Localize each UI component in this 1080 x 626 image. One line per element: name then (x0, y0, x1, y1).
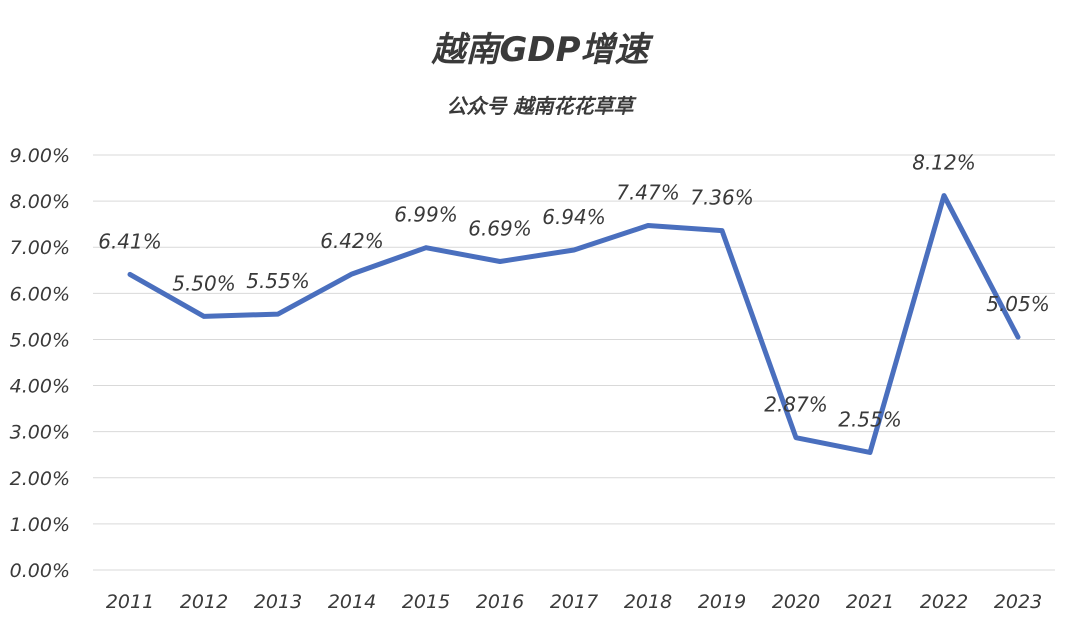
x-tick-label: 2014 (328, 591, 376, 613)
x-tick-label: 2011 (106, 591, 154, 613)
y-tick-label: 9.00% (10, 145, 70, 167)
data-label: 6.94% (542, 205, 606, 229)
y-tick-label: 7.00% (10, 237, 70, 259)
data-label: 2.55% (838, 407, 902, 431)
x-tick-label: 2020 (772, 591, 820, 613)
data-label: 5.55% (246, 269, 310, 293)
gridlines (93, 154, 1055, 571)
data-label: 2.87% (764, 393, 828, 417)
x-tick-label: 2017 (550, 591, 598, 613)
y-tick-label: 0.00% (10, 560, 70, 582)
x-tick-label: 2019 (698, 591, 746, 613)
y-axis-ticks: 0.00% 1.00% 2.00% 3.00% 4.00% 5.00% 6.00% 7.00%… (10, 145, 70, 582)
series-line-group (127, 193, 1021, 455)
x-tick-label: 2016 (476, 591, 524, 613)
x-tick-label: 2013 (254, 591, 302, 613)
data-labels: 6.41% 5.50% 5.55% 6.42% 6.99% 6.69% 6.94% 7.47%… (98, 151, 1050, 432)
x-tick-label: 2018 (624, 591, 672, 613)
data-label: 5.05% (986, 292, 1050, 316)
x-tick-label: 2021 (846, 591, 894, 613)
series-line (127, 193, 1021, 455)
chart-subtitle: 公众号 越南花花草草 (446, 94, 634, 118)
data-label: 6.99% (394, 203, 458, 227)
y-tick-label: 1.00% (10, 514, 70, 536)
chart-title: 越南GDP增速 (431, 30, 649, 70)
y-tick-label: 6.00% (10, 283, 70, 305)
x-tick-label: 2022 (920, 591, 968, 613)
x-tick-label: 2023 (994, 591, 1042, 613)
data-label: 6.42% (320, 229, 384, 253)
data-label: 5.50% (172, 271, 236, 295)
y-tick-label: 3.00% (10, 422, 70, 444)
x-tick-label: 2012 (180, 591, 228, 613)
data-label: 7.36% (690, 186, 754, 210)
data-label: 6.69% (468, 217, 532, 241)
x-tick-label: 2015 (402, 591, 450, 613)
y-tick-label: 8.00% (10, 191, 70, 213)
data-label: 8.12% (912, 151, 976, 175)
x-axis-ticks: 2011 2012 2013 2014 2015 2016 2017 2018 2019 2020… (106, 591, 1042, 613)
y-tick-label: 5.00% (10, 329, 70, 351)
y-tick-label: 2.00% (10, 468, 70, 490)
data-label: 7.47% (616, 181, 680, 205)
y-tick-label: 4.00% (10, 376, 70, 398)
data-label: 6.41% (98, 229, 162, 253)
